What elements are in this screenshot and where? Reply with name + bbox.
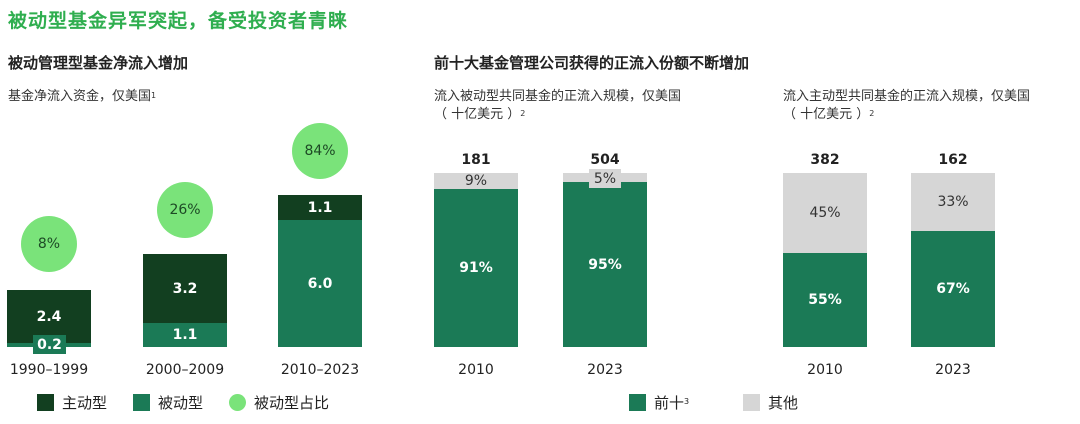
bar-segment-other: 9% [434,173,518,189]
category-label: 2010 [458,362,494,378]
legend-top10: 前十 3 [629,392,689,413]
value-label: 1.1 [307,199,333,216]
bar-segment-passive: 6.0 [278,220,362,347]
passive-share-bubble: 26% [157,182,213,238]
value-label: 95% [588,256,622,273]
legend-swatch-icon [37,394,54,411]
left-chart-title: 被动管理型基金净流入增加 [8,54,189,72]
legend-label: 主动型 [62,394,108,412]
category-label: 1990–1999 [9,362,89,378]
legend-label: 被动型占比 [254,394,330,412]
legend-label: 前十 [654,394,685,412]
active-chart-subtitle: 流入主动型共同基金的正流入规模，仅美国 （ 十亿美元 ）2 [783,88,1030,124]
active-subtitle-line2: （ 十亿美元 ）2 [783,106,1030,124]
category-label: 2010 [807,362,843,378]
category-label: 2023 [935,362,971,378]
bar-segment-other: 33% [911,173,995,231]
value-label: 2.4 [36,308,62,325]
value-label: 55% [808,292,842,308]
passive-subtitle-unit: （ 十亿美元 ） [434,107,521,122]
active-subtitle-line1: 流入主动型共同基金的正流入规模，仅美国 [783,89,1031,104]
bar-segment-active: 3.2 [143,254,227,323]
value-label: 6.0 [307,275,333,292]
bar-passive-2010: 9% 91% [434,173,518,347]
legend-other: 其他 [743,392,798,413]
value-label: 67% [936,281,970,297]
legend-label: 其他 [768,394,799,412]
bar-active-2010: 45% 55% [783,173,867,347]
passive-subtitle-line1: 流入被动型共同基金的正流入规模，仅美国 [434,89,682,104]
other-value-tag: 5% [589,169,621,188]
bar-segment-other: 45% [783,173,867,253]
passive-subtitle-line2: （ 十亿美元 ）2 [434,106,681,124]
total-label: 382 [810,152,840,168]
value-label: 3.2 [172,280,198,297]
bar-passive-2023: 95% [563,173,647,347]
footnote-marker: 3 [684,397,690,406]
bar-segment-top10: 67% [911,231,995,347]
legend-label: 被动型 [158,394,204,412]
left-subtitle-text: 基金净流入资金，仅美国 [8,89,152,104]
bar-segment-active: 2.4 [7,290,91,343]
legend-swatch-icon [743,394,760,411]
passive-chart-subtitle: 流入被动型共同基金的正流入规模，仅美国 （ 十亿美元 ）2 [434,88,681,124]
bar-segment-passive: 1.1 [143,323,227,347]
value-label: 1.1 [172,327,198,343]
total-label: 162 [938,152,968,168]
passive-share-bubble: 8% [21,216,77,272]
bar-active-2023: 33% 67% [911,173,995,347]
value-label: 9% [464,173,488,189]
page-title: 被动型基金异军突起，备受投资者青睐 [8,10,349,32]
passive-value-tag: 0.2 [33,335,66,354]
value-label: 91% [459,260,493,276]
category-label: 2023 [587,362,623,378]
bar-segment-top10: 91% [434,189,518,347]
legend-circle-icon [229,394,246,411]
bar-2000-2009: 3.2 1.1 [143,254,227,347]
category-label: 2010–2023 [280,362,360,378]
right-chart-title: 前十大基金管理公司获得的正流入份额不断增加 [434,54,750,72]
total-label: 181 [461,152,491,168]
footnote-marker: 1 [151,91,157,100]
footnote-marker: 2 [869,109,875,118]
bar-segment-top10: 95% [563,182,647,347]
value-label: 33% [937,194,969,210]
legend-swatch-icon [133,394,150,411]
bar-2010-2023: 1.1 6.0 [278,195,362,347]
left-chart-subtitle: 基金净流入资金，仅美国1 [8,88,156,106]
legend-passive: 被动型 [133,392,203,413]
legend-passive-share: 被动型占比 [229,392,329,413]
bar-segment-active: 1.1 [278,195,362,220]
bar-segment-top10: 55% [783,253,867,347]
category-label: 2000–2009 [145,362,225,378]
total-label: 504 [590,152,620,168]
value-label: 45% [809,205,841,221]
footnote-marker: 2 [520,109,526,118]
legend-swatch-icon [629,394,646,411]
legend-active: 主动型 [37,392,107,413]
passive-share-bubble: 84% [292,123,348,179]
active-subtitle-unit: （ 十亿美元 ） [783,107,870,122]
